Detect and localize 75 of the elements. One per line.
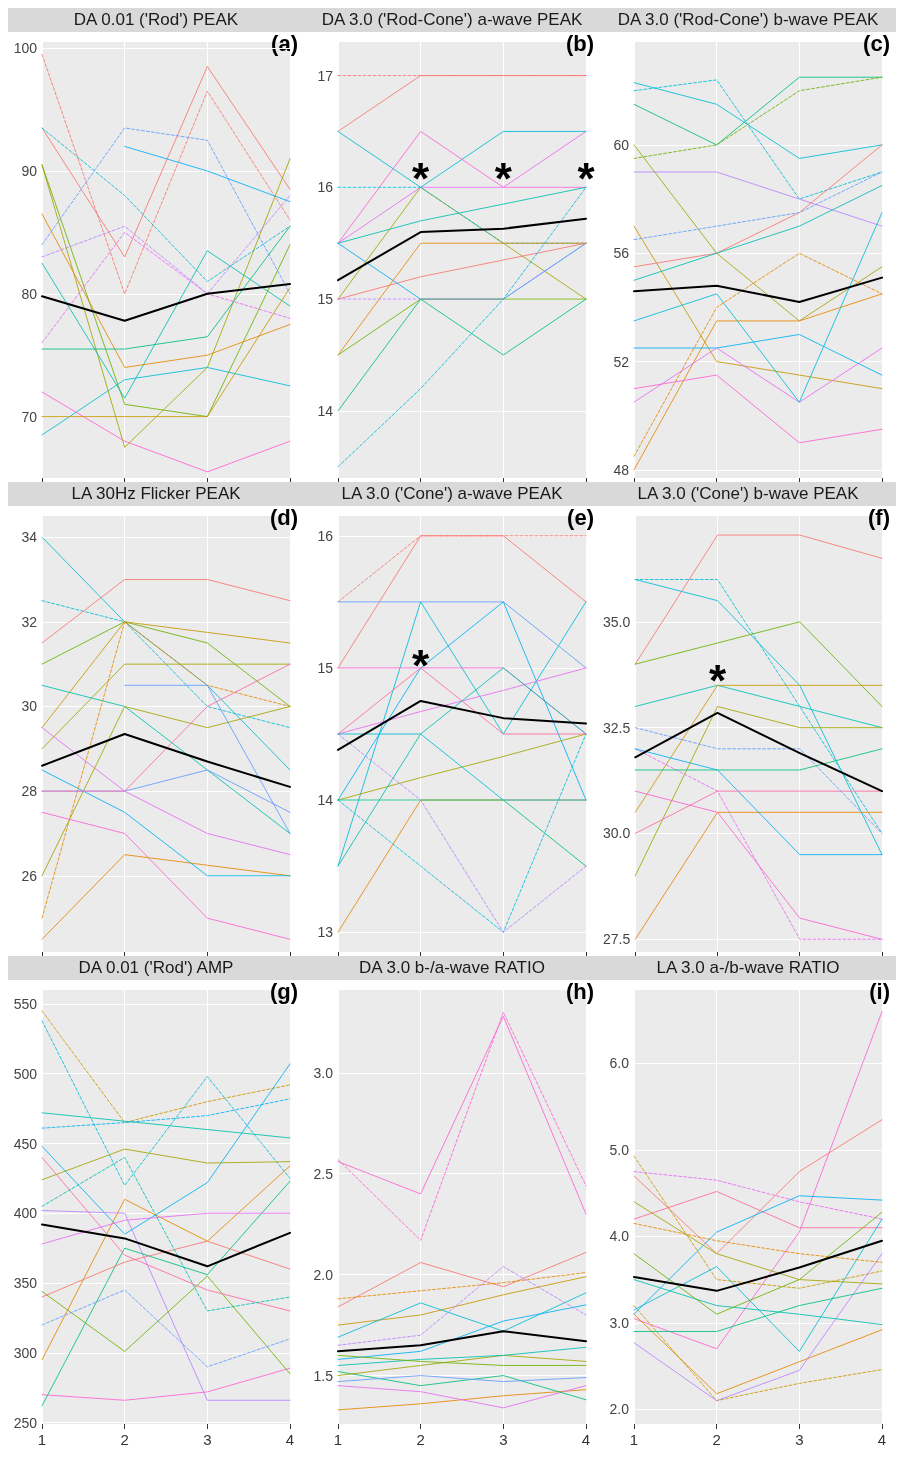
y-tick-label: 14	[317, 792, 334, 809]
annotation: (g)	[269, 978, 298, 1004]
chart-title: DA 3.0 b-/a-wave RATIO	[304, 956, 600, 980]
x-tick-label: 2	[712, 1431, 721, 1448]
x-tick-label: 3	[499, 1431, 508, 1448]
annotation: *	[708, 656, 727, 706]
chart-title: DA 0.01 ('Rod') PEAK	[8, 8, 304, 32]
x-tick-label: 4	[877, 1431, 887, 1448]
y-tick-label: 70	[21, 408, 38, 425]
y-tick-label: 300	[13, 1344, 38, 1361]
y-tick-label: 16	[317, 179, 334, 196]
y-tick-label: 5.0	[609, 1141, 630, 1158]
y-tick-label: 100	[13, 40, 38, 57]
x-tick-label: 2	[120, 1431, 129, 1448]
y-tick-label: 90	[21, 162, 38, 179]
y-tick-label: 13	[317, 924, 334, 941]
x-tick-label: 1	[629, 1431, 639, 1448]
x-tick-label: 2	[416, 1431, 425, 1448]
y-tick-label: 2.0	[313, 1266, 334, 1283]
y-tick-label: 16	[317, 527, 334, 544]
y-tick-label: 2.5	[313, 1165, 334, 1182]
chart-title: LA 30Hz Flicker PEAK	[8, 482, 304, 506]
y-tick-label: 30	[21, 698, 38, 715]
y-tick-label: 14	[317, 402, 334, 419]
y-tick-label: 60	[613, 136, 630, 153]
annotation: (b)	[565, 30, 594, 56]
y-tick-label: 400	[13, 1205, 38, 1222]
x-tick-label: 4	[285, 1431, 295, 1448]
annotation: (c)	[863, 30, 890, 56]
y-tick-label: 28	[21, 783, 38, 800]
chart-title: DA 3.0 ('Rod-Cone') a-wave PEAK	[304, 8, 600, 32]
annotation: (i)	[869, 978, 890, 1004]
y-tick-label: 250	[13, 1414, 38, 1431]
annotation: *	[494, 153, 513, 203]
x-tick-label: 1	[37, 1431, 47, 1448]
annotation: *	[412, 153, 431, 203]
y-tick-label: 1.5	[313, 1367, 334, 1384]
y-tick-label: 30.0	[603, 825, 631, 842]
y-tick-label: 15	[317, 659, 334, 676]
y-tick-label: 15	[317, 291, 334, 308]
y-tick-label: 56	[613, 245, 630, 262]
annotation: *	[412, 641, 431, 691]
y-tick-label: 550	[13, 995, 38, 1012]
annotation: (e)	[567, 504, 594, 530]
chart-title: LA 3.0 a-/b-wave RATIO	[600, 956, 896, 980]
y-tick-label: 6.0	[609, 1055, 630, 1072]
y-tick-label: 32.5	[603, 719, 631, 736]
y-tick-label: 35.0	[603, 613, 631, 630]
annotation: (h)	[565, 978, 594, 1004]
chart-title: LA 3.0 ('Cone') b-wave PEAK	[600, 482, 896, 506]
x-tick-label: 3	[203, 1431, 212, 1448]
y-tick-label: 26	[21, 867, 38, 884]
x-tick-label: 3	[795, 1431, 804, 1448]
y-tick-label: 32	[21, 613, 38, 630]
y-tick-label: 52	[613, 353, 630, 370]
y-tick-label: 17	[317, 67, 334, 84]
y-tick-label: 27.5	[603, 931, 631, 948]
y-tick-label: 80	[21, 285, 38, 302]
y-tick-label: 450	[13, 1135, 38, 1152]
chart-title: LA 3.0 ('Cone') a-wave PEAK	[304, 482, 600, 506]
y-tick-label: 350	[13, 1275, 38, 1292]
x-tick-label: 1	[333, 1431, 343, 1448]
y-tick-label: 500	[13, 1065, 38, 1082]
y-tick-label: 34	[21, 529, 38, 546]
x-tick-label: 4	[581, 1431, 591, 1448]
annotation: (d)	[269, 504, 298, 530]
y-tick-label: 48	[613, 461, 630, 478]
y-tick-label: 4.0	[609, 1228, 630, 1245]
chart-title: DA 3.0 ('Rod-Cone') b-wave PEAK	[600, 8, 896, 32]
annotation: (f)	[868, 504, 891, 530]
chart-title: DA 0.01 ('Rod') AMP	[8, 956, 304, 980]
y-tick-label: 2.0	[609, 1401, 630, 1418]
y-tick-label: 3.0	[313, 1064, 334, 1081]
annotation: *	[577, 153, 596, 203]
y-tick-label: 3.0	[609, 1314, 630, 1331]
